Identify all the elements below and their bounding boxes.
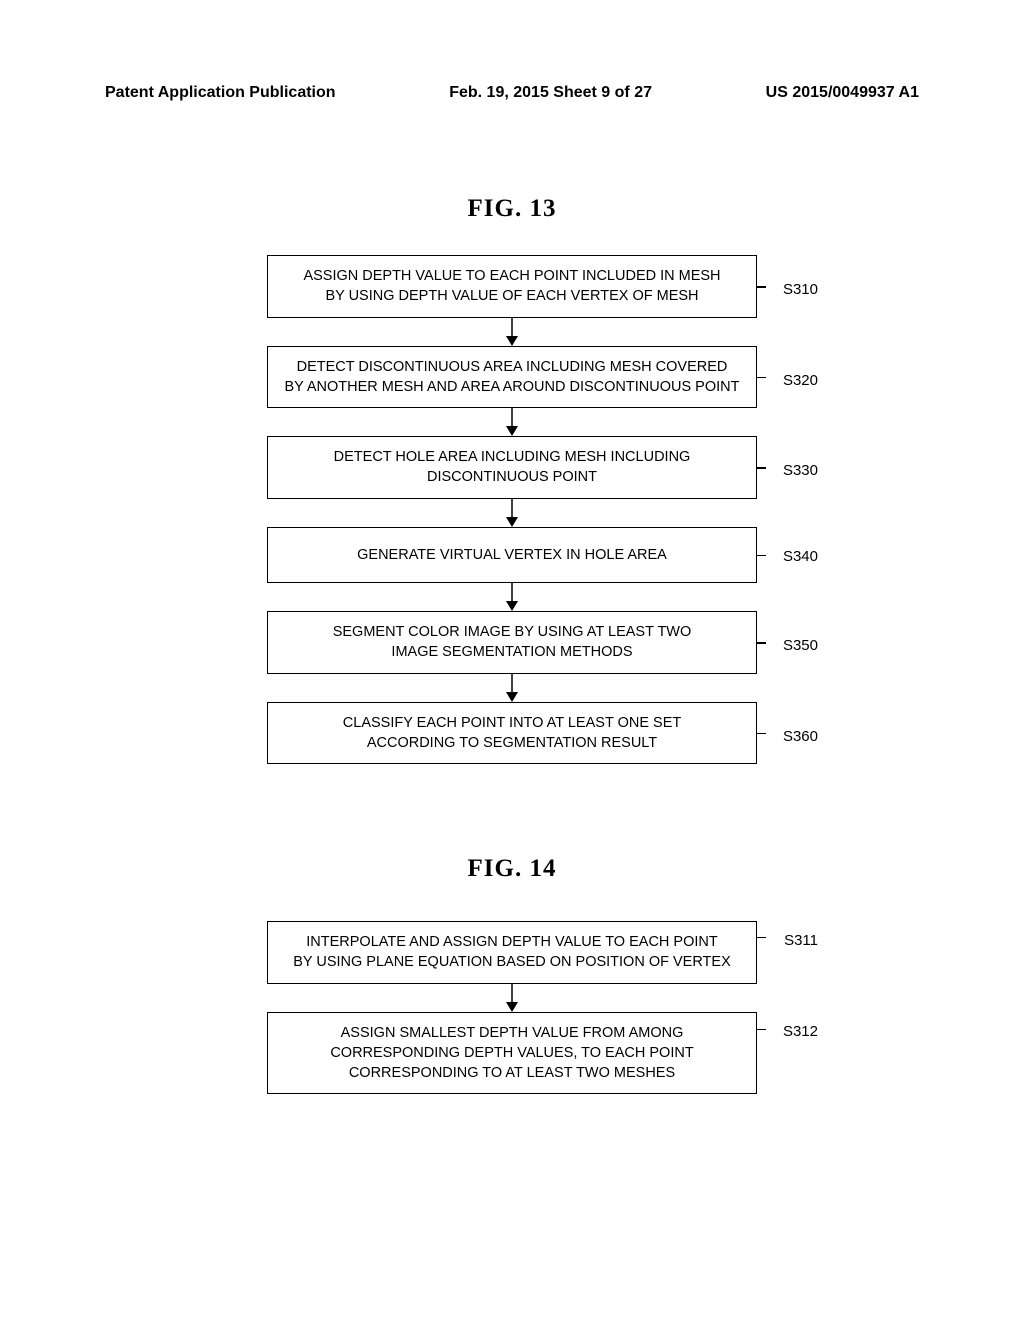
figure-13-container: FIG. 13 ASSIGN DEPTH VALUE TO EACH POINT… — [202, 195, 822, 764]
header-center: Feb. 19, 2015 Sheet 9 of 27 — [449, 84, 652, 102]
flow-box-s340: GENERATE VIRTUAL VERTEX IN HOLE AREA S34… — [267, 527, 757, 583]
flow-label-s360: S360 — [783, 726, 818, 747]
label-tick — [756, 286, 766, 288]
figure-13-title: FIG. 13 — [202, 195, 822, 223]
flow-label-s310: S310 — [783, 279, 818, 300]
flow-text: GENERATE VIRTUAL VERTEX IN HOLE AREA — [357, 547, 667, 563]
label-tick — [756, 642, 766, 644]
header-right: US 2015/0049937 A1 — [766, 84, 919, 102]
flow-box-s360: CLASSIFY EACH POINT INTO AT LEAST ONE SE… — [267, 702, 757, 765]
flow-text: DETECT DISCONTINUOUS AREA INCLUDING MESH… — [285, 359, 740, 395]
flow-box-s330: DETECT HOLE AREA INCLUDING MESH INCLUDIN… — [267, 436, 757, 499]
arrow-connector — [504, 318, 520, 346]
label-tick — [756, 555, 766, 557]
flow-box-s320: DETECT DISCONTINUOUS AREA INCLUDING MESH… — [267, 346, 757, 409]
arrow-connector — [504, 583, 520, 611]
flow-box-s311: INTERPOLATE AND ASSIGN DEPTH VALUE TO EA… — [267, 921, 757, 984]
flow-text: CLASSIFY EACH POINT INTO AT LEAST ONE SE… — [343, 715, 681, 751]
figure-14-container: FIG. 14 INTERPOLATE AND ASSIGN DEPTH VAL… — [202, 855, 822, 1094]
flow-text: ASSIGN SMALLEST DEPTH VALUE FROM AMONGCO… — [330, 1025, 693, 1082]
label-tick — [756, 467, 766, 469]
page-header: Patent Application Publication Feb. 19, … — [0, 84, 1024, 102]
flow-text: SEGMENT COLOR IMAGE BY USING AT LEAST TW… — [333, 624, 692, 660]
header-left: Patent Application Publication — [105, 84, 336, 102]
flow-text: ASSIGN DEPTH VALUE TO EACH POINT INCLUDE… — [303, 268, 720, 304]
flow-text: DETECT HOLE AREA INCLUDING MESH INCLUDIN… — [334, 449, 691, 485]
flow-label-s350: S350 — [783, 635, 818, 656]
flow-box-s350: SEGMENT COLOR IMAGE BY USING AT LEAST TW… — [267, 611, 757, 674]
arrow-connector — [504, 499, 520, 527]
figure-14-title: FIG. 14 — [202, 855, 822, 883]
flow-label-s340: S340 — [783, 546, 818, 567]
flow-label-s330: S330 — [783, 460, 818, 481]
label-tick — [756, 733, 766, 735]
flow-box-s310: ASSIGN DEPTH VALUE TO EACH POINT INCLUDE… — [267, 255, 757, 318]
flow-text: INTERPOLATE AND ASSIGN DEPTH VALUE TO EA… — [293, 934, 731, 970]
label-tick — [756, 1029, 766, 1031]
arrow-connector — [504, 408, 520, 436]
flow-label-s311: S311 — [784, 930, 818, 951]
flowchart-14: INTERPOLATE AND ASSIGN DEPTH VALUE TO EA… — [202, 921, 822, 1094]
flow-label-s320: S320 — [783, 370, 818, 391]
arrow-connector — [504, 984, 520, 1012]
flow-box-s312: ASSIGN SMALLEST DEPTH VALUE FROM AMONGCO… — [267, 1012, 757, 1095]
arrow-connector — [504, 674, 520, 702]
flowchart-13: ASSIGN DEPTH VALUE TO EACH POINT INCLUDE… — [202, 255, 822, 764]
patent-page: Patent Application Publication Feb. 19, … — [0, 0, 1024, 1320]
flow-label-s312: S312 — [783, 1021, 818, 1042]
label-tick — [756, 377, 766, 379]
label-tick — [756, 937, 766, 939]
